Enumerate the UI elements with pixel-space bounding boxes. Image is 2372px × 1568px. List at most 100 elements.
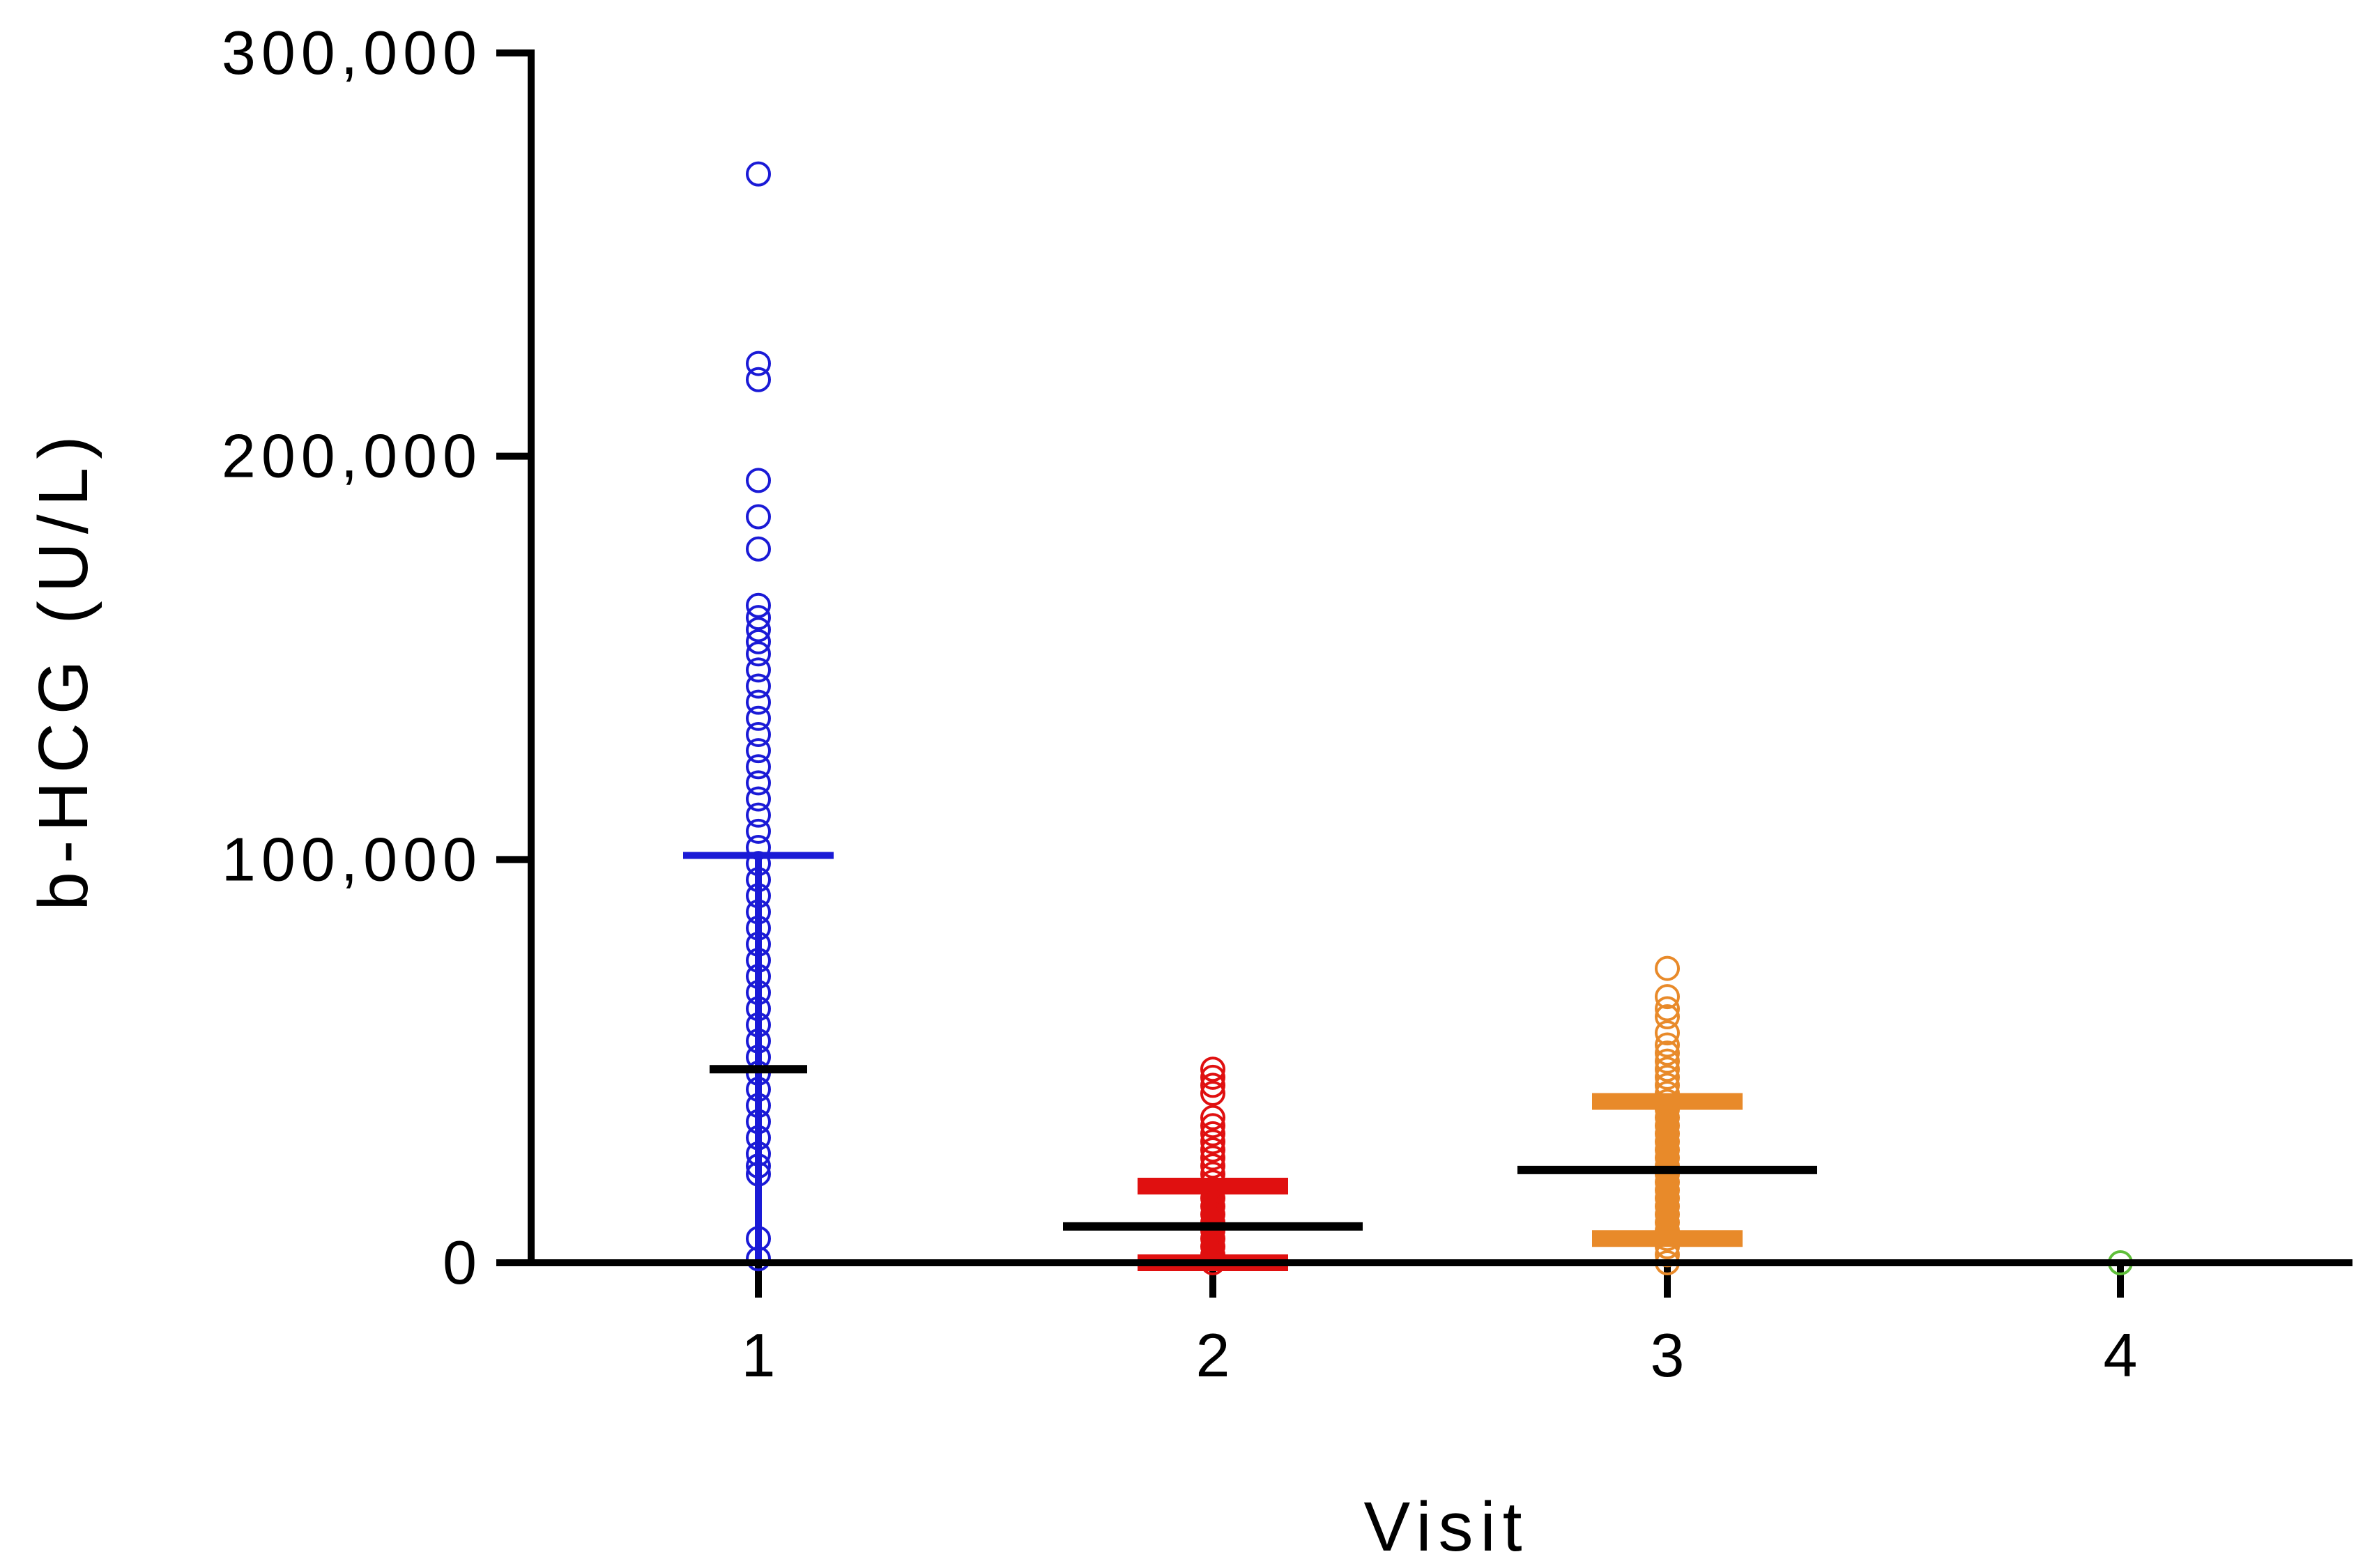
data-point [1655, 996, 1680, 1022]
data-point [1655, 1020, 1680, 1046]
data-point [746, 931, 771, 957]
data-point [1655, 1201, 1680, 1227]
x-tick-label: 1 [742, 1321, 776, 1390]
data-point [1655, 1048, 1680, 1074]
data-point [746, 351, 771, 376]
data-point [1655, 1056, 1680, 1082]
x-axis-title: Visit [1363, 1488, 1529, 1566]
data-point [1655, 1105, 1680, 1130]
y-tick-label: 300,000 [222, 18, 482, 87]
y-axis-title: b-HCG (U/L) [24, 427, 102, 910]
data-point [746, 754, 771, 780]
data-point [746, 786, 771, 812]
data-point [746, 161, 771, 187]
data-point [746, 689, 771, 715]
y-axis-ticks: 0 100,000 200,000 300,000 [222, 18, 531, 1297]
x-tick-label: 2 [1196, 1321, 1230, 1390]
data-point [746, 468, 771, 493]
data-point [746, 1141, 771, 1167]
data-point [1655, 1177, 1680, 1203]
data-point [1200, 1113, 1225, 1139]
data-point [1200, 1193, 1225, 1219]
data-point [746, 1109, 771, 1135]
data-point [746, 964, 771, 990]
data-point [1655, 1193, 1680, 1219]
data-point [1655, 1040, 1680, 1066]
data-point [1655, 1217, 1680, 1243]
data-point [746, 1093, 771, 1119]
data-point [746, 617, 771, 643]
data-point [746, 641, 771, 667]
data-point [746, 980, 771, 1006]
data-point [1200, 1233, 1225, 1259]
data-point [746, 1246, 771, 1272]
data-point [746, 629, 771, 654]
data-point [1200, 1105, 1225, 1130]
data-point [1655, 1089, 1680, 1114]
data-point [746, 1226, 771, 1252]
data-point [746, 605, 771, 631]
data-point [746, 1012, 771, 1038]
data-point [1200, 1153, 1225, 1179]
data-point [746, 948, 771, 973]
data-point [746, 673, 771, 699]
data-point [1655, 955, 1680, 981]
data-point [1200, 1080, 1225, 1106]
data-point [1200, 1137, 1225, 1162]
data-point [746, 818, 771, 844]
data-point [1200, 1129, 1225, 1155]
data-point [1655, 984, 1680, 1010]
data-point [1200, 1121, 1225, 1146]
data-point [1200, 1185, 1225, 1211]
data-point [1200, 1145, 1225, 1171]
y-tick-label: 100,000 [222, 824, 482, 893]
data-point [746, 705, 771, 731]
data-point [746, 851, 771, 877]
data-point [1655, 1121, 1680, 1146]
data-point [746, 367, 771, 392]
data-point [1655, 1129, 1680, 1155]
x-tick-label: 4 [2104, 1321, 2138, 1390]
data-point [1655, 1073, 1680, 1098]
data-point [1655, 1064, 1680, 1090]
data-point [746, 867, 771, 893]
y-tick-label: 200,000 [222, 422, 482, 491]
data-points [746, 161, 2133, 1275]
data-point [746, 883, 771, 909]
data-point [746, 1161, 771, 1187]
data-point [746, 996, 771, 1022]
data-point [746, 738, 771, 764]
y-tick-label: 0 [443, 1228, 482, 1297]
data-point [1655, 1233, 1680, 1259]
data-point [1655, 1113, 1680, 1139]
data-point [1655, 1185, 1680, 1211]
data-point [1200, 1161, 1225, 1187]
data-point [746, 1077, 771, 1102]
data-point [746, 657, 771, 683]
data-point [1655, 1137, 1680, 1162]
data-point [746, 1028, 771, 1054]
data-point [1200, 1064, 1225, 1090]
x-axis-ticks: 1 2 3 4 [742, 1263, 2138, 1390]
data-point [1655, 1210, 1680, 1236]
data-point [746, 592, 771, 618]
data-point [1655, 1032, 1680, 1058]
data-point [1200, 1056, 1225, 1082]
data-point [1655, 1097, 1680, 1123]
data-point [746, 721, 771, 747]
data-point [1655, 1004, 1680, 1030]
data-point [746, 504, 771, 530]
data-point [746, 770, 771, 796]
data-point [746, 802, 771, 828]
mean-lines [710, 1065, 1817, 1231]
data-point [746, 536, 771, 562]
data-point [1200, 1177, 1225, 1203]
data-point [746, 1153, 771, 1179]
data-point [746, 915, 771, 941]
data-point [746, 1125, 771, 1151]
data-point [1200, 1073, 1225, 1098]
data-point [1655, 1080, 1680, 1106]
data-point [1655, 1226, 1680, 1252]
data-point [1200, 1169, 1225, 1195]
